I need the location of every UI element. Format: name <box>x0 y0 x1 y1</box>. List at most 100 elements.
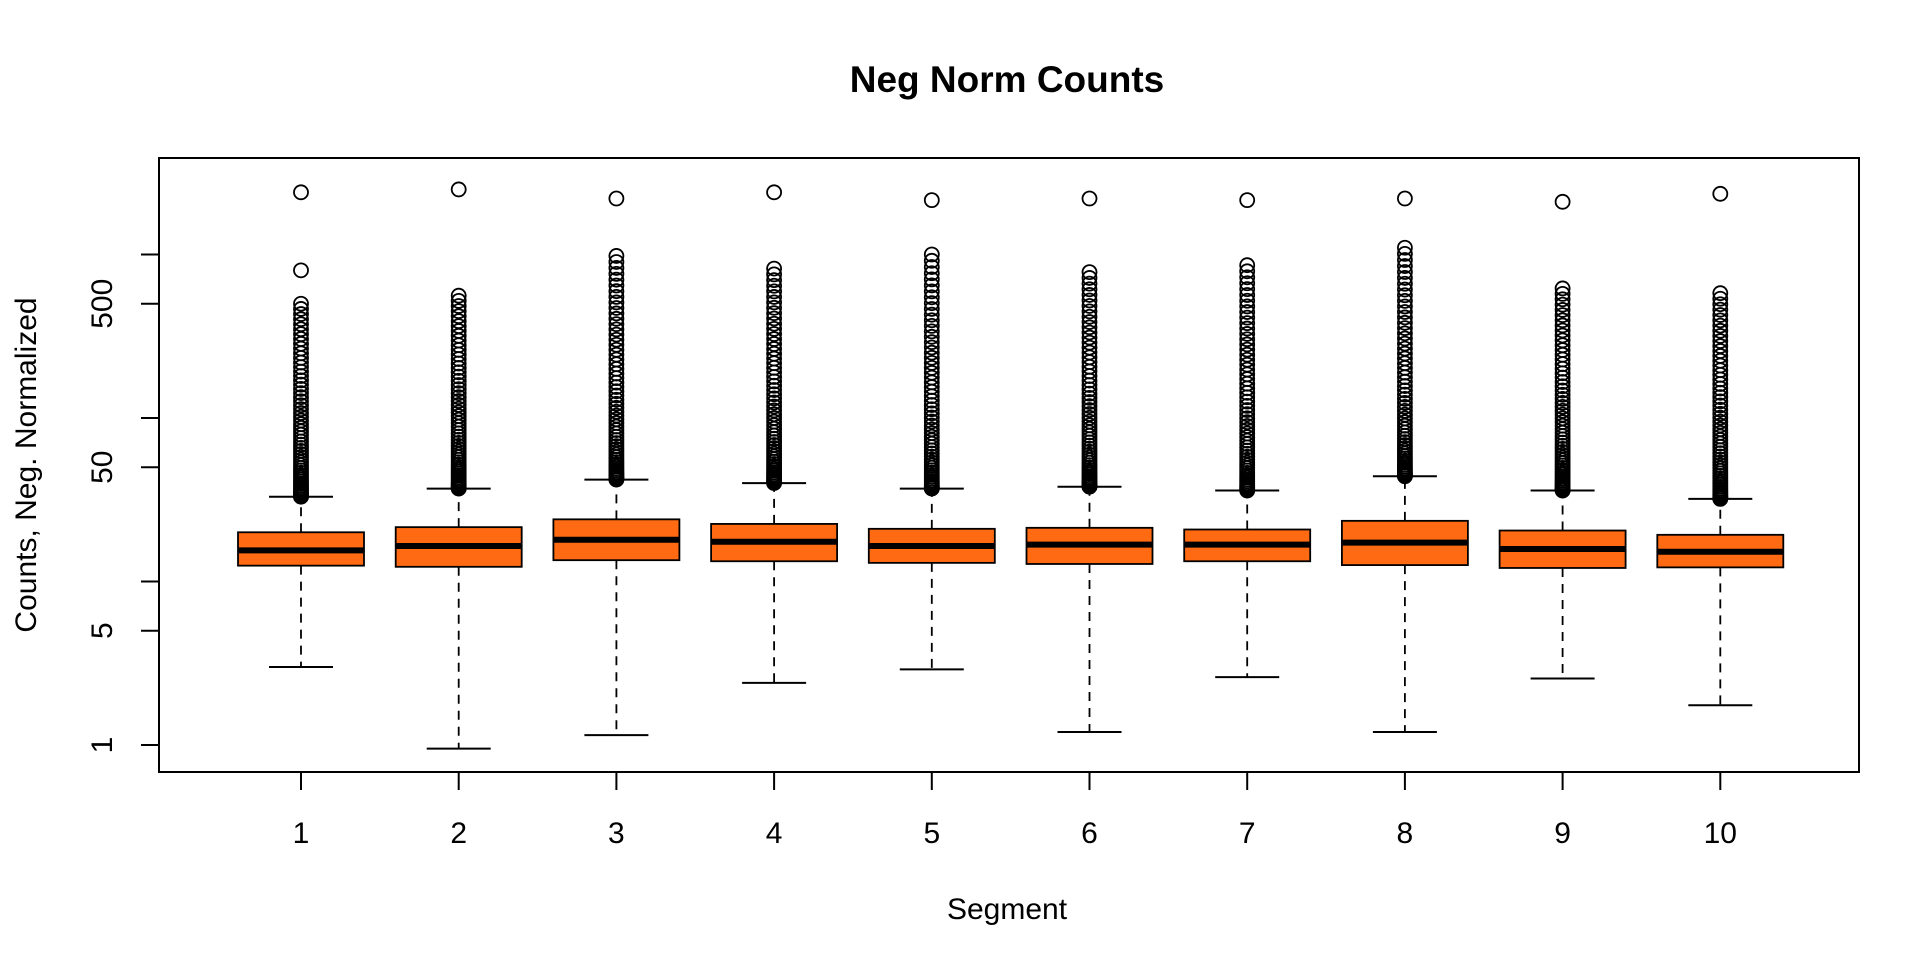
outlier-point <box>923 409 940 426</box>
outlier-point <box>923 306 940 323</box>
outlier-point <box>450 292 467 309</box>
outlier-point <box>1081 344 1098 361</box>
outlier-point <box>923 271 940 288</box>
outlier-point <box>1554 285 1571 302</box>
outlier-point <box>293 405 309 421</box>
outlier-point <box>1712 290 1729 307</box>
outlier-point <box>1712 333 1729 349</box>
outlier-point <box>923 344 940 361</box>
outlier-point <box>1712 296 1729 313</box>
outlier-point <box>923 328 940 345</box>
outlier-point <box>1397 399 1413 415</box>
outlier-point <box>608 190 625 207</box>
outlier-point <box>608 415 625 431</box>
outlier-point <box>923 405 940 422</box>
outlier-point <box>923 246 940 263</box>
outlier-point <box>1712 413 1729 430</box>
outlier-point <box>923 312 940 329</box>
outlier-point <box>1712 417 1729 434</box>
outlier-point <box>1554 332 1571 349</box>
outlier-point <box>293 401 309 418</box>
outlier-point <box>923 413 940 430</box>
y-tick-label: 500 <box>86 279 119 329</box>
outlier-point <box>1712 343 1729 359</box>
outlier-point <box>293 376 309 393</box>
outlier-point <box>1397 304 1413 320</box>
outlier-point <box>1397 402 1413 419</box>
outlier-point <box>766 413 782 430</box>
outlier-point <box>1239 304 1256 320</box>
outlier-point <box>450 397 467 413</box>
outlier-point <box>1554 322 1571 339</box>
outlier-point <box>766 390 782 407</box>
y-tick-label: 5 <box>86 622 119 639</box>
outlier-point <box>1397 335 1413 352</box>
plot-frame <box>158 157 1860 773</box>
outlier-point <box>1081 417 1098 434</box>
outlier-point <box>923 421 940 438</box>
outlier-point <box>293 326 309 343</box>
outlier-point <box>450 318 467 334</box>
outlier-point <box>450 313 467 330</box>
outlier-point <box>1239 356 1256 373</box>
outlier-point <box>1239 336 1256 353</box>
outlier-point <box>1081 329 1098 346</box>
x-tick-label: 10 <box>1704 817 1737 850</box>
outlier-point <box>766 283 782 300</box>
outlier-point <box>293 295 309 312</box>
outlier-point <box>1239 414 1256 431</box>
outlier-point <box>1397 298 1413 315</box>
y-axis: 1 5 50 500 <box>86 253 160 754</box>
chart-title: Neg Norm Counts <box>850 59 1165 100</box>
outlier-point <box>766 277 782 294</box>
box-segment-9 <box>1498 193 1627 680</box>
outlier-point <box>766 289 782 305</box>
outlier-point <box>293 393 309 410</box>
outlier-point <box>1397 340 1413 357</box>
outlier-point <box>293 397 309 414</box>
outlier-point <box>1239 418 1256 434</box>
x-tick-label: 5 <box>923 817 940 850</box>
outlier-point <box>1397 252 1413 268</box>
outlier-point <box>1712 322 1729 339</box>
outlier-point <box>1554 193 1571 210</box>
outlier-point <box>766 266 782 283</box>
outlier-point <box>1397 410 1413 427</box>
outlier-point <box>1397 309 1413 326</box>
outlier-point <box>923 277 940 294</box>
outlier-point <box>1239 406 1256 423</box>
outlier-point <box>1239 320 1256 337</box>
outlier-point <box>608 326 625 343</box>
outlier-point <box>766 320 782 337</box>
x-tick-label: 1 <box>293 817 310 850</box>
outlier-point <box>1554 302 1571 318</box>
outlier-point <box>923 317 940 334</box>
outlier-point <box>450 385 467 402</box>
box-segment-4 <box>710 184 838 684</box>
outlier-point <box>1554 307 1571 324</box>
outlier-point <box>1397 258 1413 274</box>
box-segment-7 <box>1183 192 1312 679</box>
outlier-point <box>1081 303 1098 320</box>
outlier-point <box>923 425 940 441</box>
x-tick-label: 9 <box>1554 817 1571 850</box>
outlier-point <box>1239 326 1256 342</box>
outlier-point <box>1239 298 1256 315</box>
outlier-point <box>450 372 467 389</box>
outlier-point <box>1554 406 1571 423</box>
outlier-point <box>766 299 782 316</box>
outlier-point <box>608 248 625 264</box>
outlier-point <box>923 349 940 366</box>
outlier-point <box>450 377 467 393</box>
outlier-point <box>1239 346 1256 363</box>
y-tick-label: 1 <box>86 737 119 754</box>
outlier-point <box>1239 257 1256 274</box>
outlier-point <box>766 336 782 352</box>
outlier-point <box>1239 269 1256 286</box>
box-segment-1 <box>237 184 365 668</box>
outlier-point <box>1397 406 1413 423</box>
outlier-point <box>608 336 625 353</box>
outlier-point <box>608 310 625 327</box>
outlier-point <box>1397 275 1413 292</box>
outlier-point <box>608 271 625 288</box>
